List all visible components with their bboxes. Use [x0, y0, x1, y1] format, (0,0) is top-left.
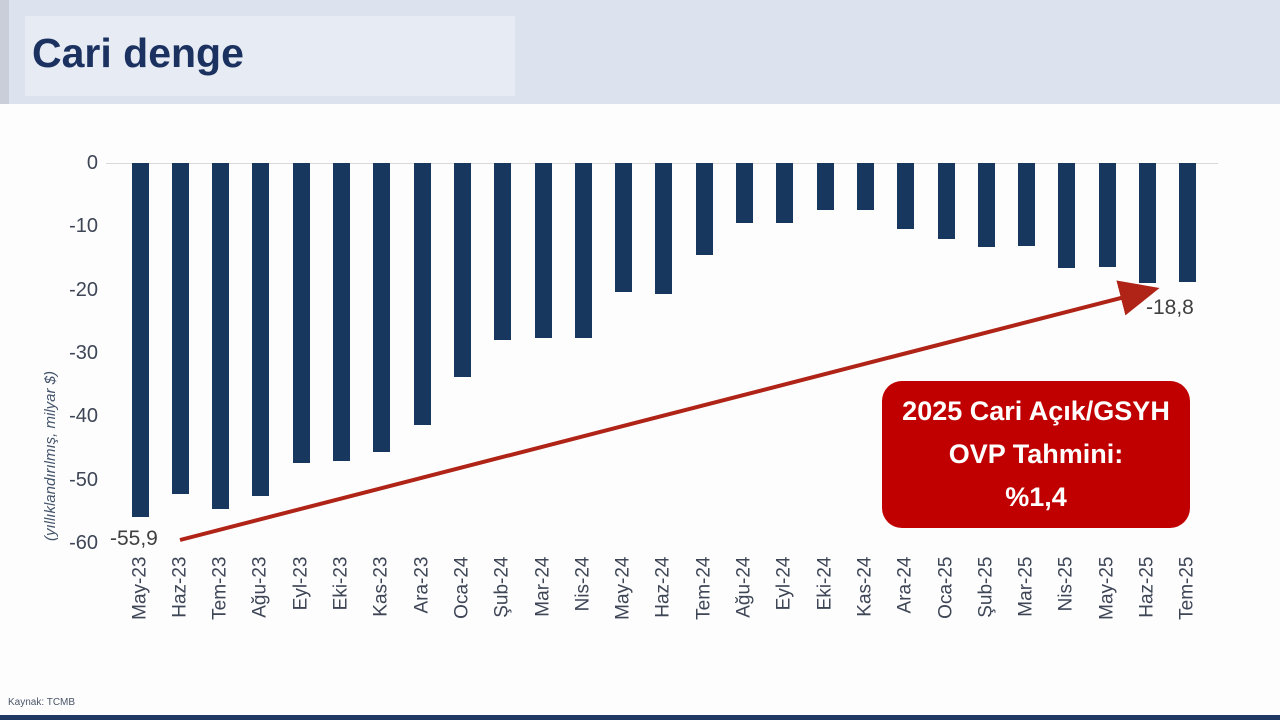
x-tick-label: Kas-23 — [370, 556, 392, 617]
bar-Tem-23 — [212, 163, 230, 509]
x-tick-label: Eyl-23 — [290, 556, 312, 611]
annotation-line-3: %1,4 — [1005, 482, 1067, 512]
bar-Ara-24 — [897, 163, 915, 229]
x-tick-label: Oca-25 — [935, 556, 956, 619]
annotation-line-1: 2025 Cari Açık/GSYH — [902, 396, 1170, 426]
x-tick-label: May-25 — [1096, 556, 1118, 620]
bar-Eki-24 — [816, 163, 834, 210]
annotation-line-2: OVP Tahmini: — [948, 439, 1124, 469]
bar-Tem-25 — [1179, 163, 1197, 282]
bar-Eki-23 — [333, 163, 350, 461]
y-tick-label: -40 — [69, 405, 98, 428]
bar-Oca-25 — [937, 163, 955, 239]
bar-Nis-25 — [1058, 163, 1076, 268]
bar-May-25 — [1098, 163, 1116, 267]
x-tick-label: Eki-24 — [814, 556, 836, 611]
x-tick-label: Ağu-23 — [249, 556, 271, 618]
x-tick-label: Şub-24 — [491, 556, 513, 618]
y-tick-label: 0 — [86, 152, 98, 174]
bar-Ağu-24 — [736, 163, 753, 223]
x-tick-label: Şub-25 — [975, 556, 997, 618]
x-tick-label: Ara-24 — [894, 556, 916, 614]
bar-Mar-24 — [534, 163, 552, 338]
y-tick-label: -30 — [69, 341, 98, 364]
bar-Nis-24 — [574, 163, 592, 338]
bar-Şub-24 — [494, 163, 512, 340]
x-tick-label: May-23 — [129, 556, 150, 620]
bar-Kas-23 — [373, 163, 391, 452]
bar-Eyl-23 — [292, 163, 310, 463]
bar-Şub-25 — [977, 163, 995, 247]
source-note: Kaynak: TCMB — [8, 697, 76, 708]
x-tick-label: Haz-24 — [652, 556, 674, 618]
x-tick-label: Mar-25 — [1015, 556, 1037, 617]
bar-Tem-24 — [695, 163, 713, 255]
bar-Oca-24 — [453, 163, 471, 377]
x-tick-label: May-24 — [612, 556, 634, 620]
bar-Haz-25 — [1139, 163, 1156, 283]
bar-May-23 — [131, 163, 149, 517]
x-tick-label: Eki-23 — [330, 556, 352, 611]
data-label-first: -55,9 — [110, 527, 158, 550]
bar-Ara-23 — [413, 163, 431, 425]
page-title: Cari denge — [32, 30, 244, 76]
title-background — [25, 16, 515, 96]
bottom-rule — [0, 715, 1280, 720]
y-tick-label: -50 — [69, 468, 98, 491]
bar-Mar-25 — [1018, 163, 1036, 246]
x-tick-label: Haz-25 — [1136, 556, 1158, 618]
x-tick-label: Ağu-24 — [733, 556, 755, 618]
x-tick-label: Ara-23 — [411, 556, 433, 614]
y-tick-label: -60 — [69, 531, 98, 554]
bar-Kas-24 — [856, 163, 874, 210]
y-tick-label: -20 — [69, 278, 98, 301]
header-left-edge — [0, 0, 9, 104]
forecast-annotation-box: 2025 Cari Açık/GSYH OVP Tahmini: %1,4 — [882, 381, 1190, 528]
x-tick-label: Mar-24 — [532, 556, 553, 617]
data-label-last: -18,8 — [1146, 296, 1194, 319]
bar-Haz-24 — [655, 163, 673, 294]
header-band: Cari denge — [0, 0, 1280, 104]
x-tick-label: Kas-24 — [854, 556, 876, 617]
x-tick-label: Nis-24 — [572, 556, 594, 612]
x-tick-label: Tem-23 — [209, 556, 231, 620]
x-tick-label: Oca-24 — [451, 556, 473, 619]
x-tick-label: Haz-23 — [169, 556, 191, 618]
bar-Eyl-24 — [776, 163, 794, 223]
bar-Haz-23 — [171, 163, 189, 494]
x-tick-label: Nis-25 — [1055, 556, 1077, 612]
x-tick-label: Tem-24 — [693, 556, 715, 620]
bar-Ağu-23 — [252, 163, 270, 496]
bar-May-24 — [615, 163, 633, 292]
x-tick-label: Tem-25 — [1176, 556, 1198, 620]
y-tick-label: -10 — [69, 215, 98, 238]
x-tick-label: Eyl-24 — [773, 556, 795, 611]
